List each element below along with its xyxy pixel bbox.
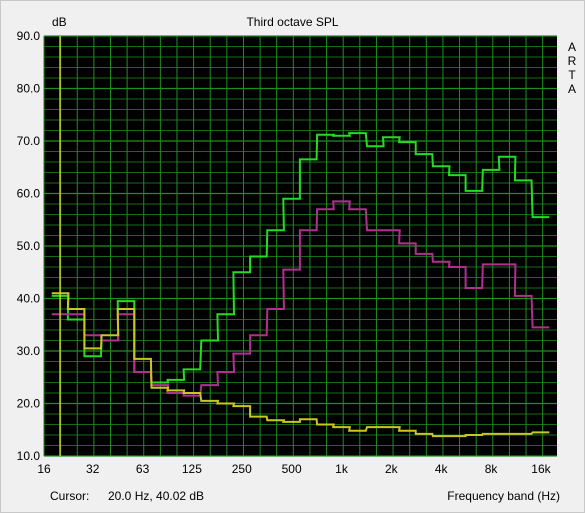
brand-letter: A (567, 82, 576, 96)
y-tick-label: 40.0 (17, 292, 41, 306)
x-tick-label: 32 (86, 462, 100, 476)
cursor-label: Cursor: (50, 489, 90, 503)
y-tick-label: 70.0 (17, 134, 41, 148)
x-tick-label: 16k (531, 462, 551, 476)
x-tick-label: 2k (385, 462, 399, 476)
brand-letter: R (567, 54, 577, 68)
x-tick-label: 1k (335, 462, 349, 476)
chart-title: Third octave SPL (246, 15, 339, 29)
series-line-2 (51, 200, 550, 397)
y-tick-label: 20.0 (17, 397, 41, 411)
y-tick-label: 60.0 (17, 187, 41, 201)
y-axis-label: dB (52, 15, 67, 29)
x-tick-label: 500 (282, 462, 302, 476)
cursor-value: 20.0 Hz, 40.02 dB (108, 489, 205, 503)
x-tick-label: 8k (485, 462, 499, 476)
y-tick-label: 30.0 (17, 344, 41, 358)
x-tick-label: 63 (136, 462, 150, 476)
x-axis-label: Frequency band (Hz) (447, 489, 560, 503)
y-tick-label: 80.0 (17, 82, 41, 96)
x-tick-label: 16 (37, 462, 51, 476)
y-tick-label: 90.0 (17, 29, 41, 43)
y-tick-label: 50.0 (17, 239, 41, 253)
brand-letter: T (568, 68, 576, 82)
brand-mark: A R T A (566, 40, 578, 96)
x-tick-label: 4k (435, 462, 449, 476)
x-tick-label: 250 (232, 462, 252, 476)
brand-letter: A (567, 40, 576, 54)
x-tick-label: 125 (182, 462, 202, 476)
y-tick-label: 10.0 (17, 449, 41, 463)
series-line-3 (51, 292, 550, 438)
